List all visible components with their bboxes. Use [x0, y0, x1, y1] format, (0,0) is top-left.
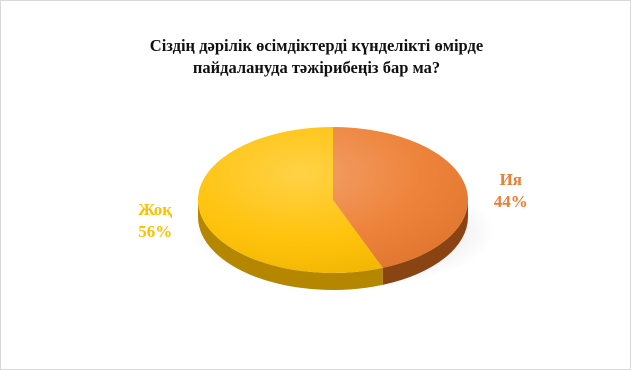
pie-shine [198, 127, 468, 273]
percent-label: 56% [138, 222, 172, 241]
chart-title-line-2: пайдалануда тәжірибеңіз бар ма? [192, 58, 441, 77]
slice-жоқ-label: Жоқ 56% [138, 200, 172, 241]
pie-sides [198, 200, 468, 290]
slice-ия-label: Ия 44% [494, 170, 528, 211]
chart-title-line-1: Сіздің дәрілік өсімдіктерді күнделікті ө… [149, 36, 484, 55]
category-label: Жоқ [138, 200, 172, 219]
percent-label: 44% [494, 192, 528, 211]
category-label: Ия [500, 170, 522, 189]
slice-жоқ-side [198, 200, 383, 290]
slice-ия-side [382, 200, 468, 285]
chart-title: Сіздің дәрілік өсімдіктерді күнделікті ө… [1, 35, 631, 79]
pie-data-labels: Ия 44% Жоқ 56% [138, 170, 528, 241]
